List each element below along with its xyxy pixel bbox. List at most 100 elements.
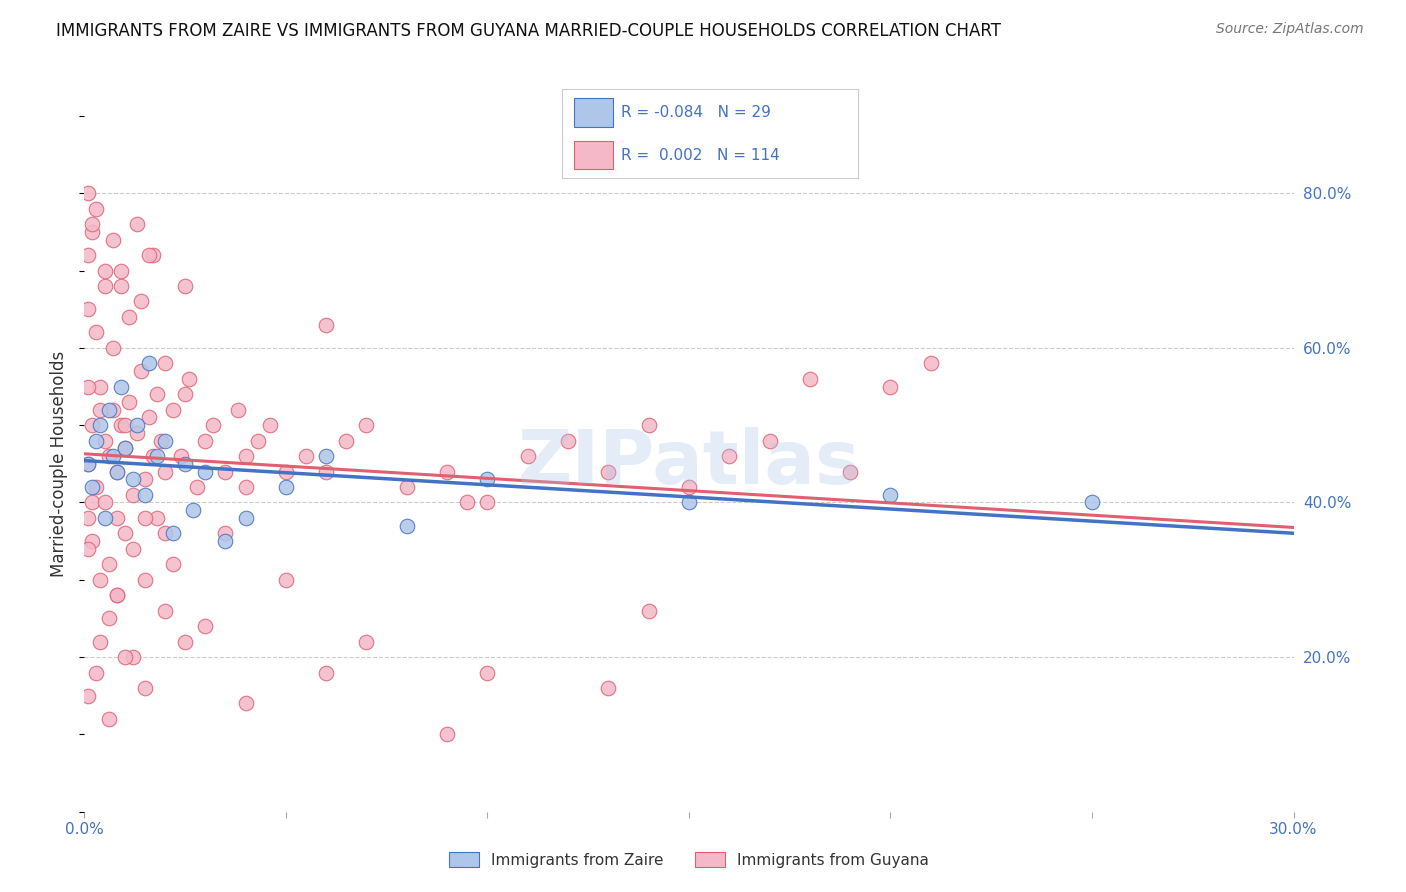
Point — [105, 465, 128, 479]
Point — [121, 472, 143, 486]
Point — [839, 465, 862, 479]
Point — [315, 318, 337, 332]
Point — [315, 465, 337, 479]
Point — [138, 410, 160, 425]
Point — [295, 449, 318, 463]
Point — [678, 480, 700, 494]
Point — [315, 665, 337, 680]
Point — [134, 511, 156, 525]
Point — [134, 681, 156, 695]
Point — [356, 418, 378, 433]
Point — [77, 541, 100, 556]
Point — [246, 434, 269, 448]
Point — [356, 634, 378, 648]
Point — [125, 418, 148, 433]
Point — [315, 449, 337, 463]
Text: R = -0.084   N = 29: R = -0.084 N = 29 — [621, 105, 772, 120]
Point — [149, 434, 172, 448]
Point — [105, 511, 128, 525]
Point — [142, 248, 165, 262]
Point — [758, 434, 780, 448]
Point — [110, 418, 132, 433]
Point — [637, 418, 659, 433]
Point — [82, 534, 104, 549]
Point — [114, 526, 136, 541]
Point — [274, 573, 297, 587]
Point — [110, 279, 132, 293]
Point — [436, 465, 458, 479]
Point — [77, 248, 100, 262]
Point — [89, 402, 111, 417]
Point — [97, 611, 120, 625]
Point — [86, 480, 108, 494]
Point — [97, 712, 120, 726]
Point — [214, 534, 236, 549]
Point — [395, 480, 418, 494]
Point — [718, 449, 741, 463]
Point — [82, 418, 104, 433]
Point — [259, 418, 281, 433]
Point — [101, 449, 124, 463]
Point — [97, 449, 120, 463]
Bar — [574, 141, 613, 169]
Point — [235, 697, 257, 711]
Point — [235, 480, 257, 494]
Point — [134, 488, 156, 502]
Point — [86, 326, 108, 340]
Point — [138, 356, 160, 370]
Point — [202, 418, 225, 433]
Point — [89, 418, 111, 433]
Point — [879, 379, 901, 393]
Point — [105, 465, 128, 479]
Point — [516, 449, 538, 463]
Point — [86, 202, 108, 216]
Point — [879, 488, 901, 502]
Point — [121, 541, 143, 556]
Point — [214, 526, 236, 541]
Point — [162, 558, 184, 572]
Point — [214, 465, 236, 479]
Point — [129, 294, 152, 309]
Text: R =  0.002   N = 114: R = 0.002 N = 114 — [621, 148, 780, 162]
Point — [93, 495, 115, 509]
Point — [274, 465, 297, 479]
Point — [86, 434, 108, 448]
Point — [101, 341, 124, 355]
Legend: Immigrants from Zaire, Immigrants from Guyana: Immigrants from Zaire, Immigrants from G… — [443, 846, 935, 873]
Point — [153, 604, 176, 618]
Point — [186, 480, 208, 494]
Point — [637, 604, 659, 618]
Point — [174, 387, 197, 401]
Point — [335, 434, 357, 448]
Point — [97, 558, 120, 572]
Point — [89, 573, 111, 587]
Point — [477, 495, 499, 509]
Point — [114, 442, 136, 456]
Point — [129, 364, 152, 378]
Point — [146, 387, 169, 401]
Y-axis label: Married-couple Households: Married-couple Households — [51, 351, 69, 577]
Point — [105, 588, 128, 602]
Point — [162, 526, 184, 541]
Point — [477, 665, 499, 680]
Point — [598, 681, 620, 695]
Point — [162, 402, 184, 417]
Point — [82, 225, 104, 239]
Point — [436, 727, 458, 741]
Point — [110, 379, 132, 393]
Point — [125, 425, 148, 440]
Point — [93, 511, 115, 525]
Point — [101, 233, 124, 247]
Text: Source: ZipAtlas.com: Source: ZipAtlas.com — [1216, 22, 1364, 37]
Point — [77, 511, 100, 525]
Point — [194, 619, 217, 633]
Point — [86, 665, 108, 680]
Point — [181, 503, 204, 517]
Point — [77, 689, 100, 703]
Point — [89, 379, 111, 393]
Point — [153, 356, 176, 370]
Point — [274, 480, 297, 494]
Point — [153, 465, 176, 479]
Point — [235, 511, 257, 525]
Point — [93, 279, 115, 293]
